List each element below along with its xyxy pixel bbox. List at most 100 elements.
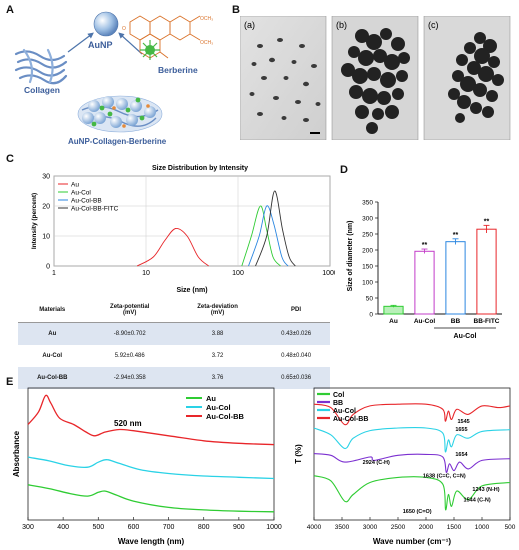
tem-label-b: (b) [336, 20, 347, 30]
arrow-collagen-icon [67, 32, 94, 53]
chart-f-xtick: 1000 [475, 524, 490, 531]
chart-d-bar [445, 241, 466, 315]
chart-e-series-line [27, 456, 275, 480]
chart-e-xtick: 900 [233, 524, 245, 531]
panel-letter-d: D [340, 164, 348, 176]
chart-f-xtick: 500 [505, 524, 516, 531]
svg-text:OCH₃: OCH₃ [200, 16, 213, 22]
chart-d-bar [414, 250, 435, 315]
chart-c-ylabel: Intensity (percent) [31, 193, 38, 249]
tem-image-a: (a) [240, 16, 327, 140]
cell-pdi: 0.48±0.040 [281, 353, 312, 359]
chart-c-frame [53, 175, 331, 267]
chart-f-annotation: 1545 [457, 419, 469, 425]
th-zeta-potential: Zeta-potential (mV) [86, 298, 173, 323]
chart-f-annotation: 1650 (C=O) [403, 509, 432, 515]
arrow-berberine-icon [118, 32, 143, 55]
chart-c-legend-label: Au-Col-BB [71, 197, 102, 204]
chart-d-ytick: 0 [369, 312, 373, 319]
chart-f-xtick: 3500 [335, 524, 350, 531]
table-row: Au-Col 5.92±0.486 3.72 0.48±0.040 [18, 345, 330, 367]
cell-pdi: 0.65±0.036 [262, 367, 330, 389]
zeta-table-header: Materials Zeta-potential (mV) Zeta-deviat… [18, 298, 330, 323]
chart-f-series-line [313, 475, 511, 511]
berberine-molecule-icon: OCH₃ OCH₃ O [122, 15, 213, 59]
aunp-sphere [93, 11, 119, 37]
chart-f-legend-label: BB [333, 400, 343, 407]
cell-deviation: 3.76 [172, 367, 263, 389]
chart-d-ytick: 50 [366, 296, 374, 303]
chart-e-ylabel: Absorbance [12, 430, 21, 477]
chart-f-legend-label: Au-Col [333, 408, 356, 415]
chart-f-xtick: 3000 [363, 524, 378, 531]
chart-e-legend-label: Au [206, 394, 216, 403]
chart-e-xtick: 600 [128, 524, 140, 531]
cell-deviation: 3.72 [211, 353, 224, 359]
tem-label-a: (a) [244, 20, 255, 30]
cell-material: Au-Col-BB [18, 367, 87, 389]
chart-d-ytick: 150 [362, 264, 373, 271]
table-row: Au -8.90±0.702 3.88 0.43±0.026 [18, 322, 330, 345]
chart-f-ylabel: T (%) [294, 444, 303, 464]
chart-c-ytick: 30 [42, 174, 50, 181]
chart-e-frame [27, 387, 275, 521]
chart-c-ytick: 20 [42, 204, 50, 211]
chart-d-ylabel: Size of diameter (nm) [347, 221, 354, 292]
chart-d-category-label: Au-Col [414, 318, 435, 325]
chart-c-ytick: 0 [46, 264, 50, 271]
chart-d-significance: ** [422, 242, 428, 249]
chart-c-xtick: 1 [52, 270, 56, 277]
chart-f-annotation: 1544 (C-N) [464, 497, 491, 503]
chart-c-title: Size Distribution by Intensity [152, 165, 248, 172]
chart-c-xtick: 100 [232, 270, 244, 277]
chart-e-xlabel: Wave length (nm) [118, 537, 185, 546]
chart-c-series-line [255, 190, 296, 267]
chart-e-xtick: 700 [163, 524, 175, 531]
th-pdi: PDI [262, 298, 330, 323]
tem-label-c: (c) [428, 20, 439, 30]
chart-e-xtick: 800 [198, 524, 210, 531]
aunp-label: AuNP [88, 40, 113, 50]
chart-d-bar [476, 228, 497, 315]
complex-cluster-icon [77, 95, 163, 133]
berberine-label: Berberine [158, 65, 198, 75]
chart-d-ytick: 100 [362, 280, 373, 287]
chart-c-ytick: 10 [42, 234, 50, 241]
cell-material: Au-Col [42, 353, 63, 359]
chart-c-size-distribution: Size Distribution by Intensity 1 10 100 100… [31, 165, 335, 294]
chart-f-xtick: 2500 [391, 524, 406, 531]
tem-image-c: (c) [423, 16, 511, 140]
cell-potential: -8.90±0.702 [86, 322, 173, 345]
chart-e-xtick: 500 [92, 524, 104, 531]
chart-e-xtick: 300 [22, 524, 34, 531]
chart-d-diameter: 0 50 100 150 200 250 300 350 Au ** Au-Col ** BB ** BB… [347, 200, 502, 340]
th-materials: Materials [18, 298, 87, 323]
cell-pdi: 0.43±0.026 [262, 322, 330, 345]
table-row: Au-Col-BB -2.94±0.358 3.76 0.65±0.036 [18, 367, 330, 389]
chart-e-series-line [27, 484, 275, 513]
panel-letter-c: C [6, 153, 14, 165]
chart-e-legend-label: Au-Col-BB [206, 412, 244, 421]
chart-d-ytick: 300 [362, 216, 373, 223]
chart-e-xtick: 400 [57, 524, 69, 531]
chart-d-category-label: Au [389, 318, 398, 325]
chart-f-xtick: 2000 [419, 524, 434, 531]
chart-f-annotation: 2924 (C-H) [363, 460, 390, 466]
chart-e-xtick: 1000 [266, 524, 282, 531]
chart-f-xlabel: Wave number (cm⁻¹) [373, 537, 451, 546]
chart-d-category-label: BB-FITC [474, 318, 500, 325]
svg-text:OCH₃: OCH₃ [200, 40, 213, 46]
chart-d-group-label: Au-Col [454, 333, 477, 340]
chart-e-series-line [27, 394, 275, 446]
chart-f-annotation: 1655 [455, 427, 467, 433]
chart-d-ytick: 200 [362, 248, 373, 255]
chart-f-ftir: 4000 3500 3000 2500 2000 1500 1000 500 ColBBAu-… [294, 387, 516, 546]
chart-c-legend-label: Au-Col-BB-FITC [71, 205, 119, 212]
tem-image-b: (b) [331, 16, 419, 140]
panel-letter-a: A [6, 4, 14, 16]
chart-d-ytick: 350 [362, 200, 373, 207]
collagen-fibers-icon [14, 48, 68, 85]
chart-e-annotation: 520 nm [114, 419, 142, 428]
chart-f-annotation: 1243 (N-H) [472, 487, 499, 493]
zeta-table: Materials Zeta-potential (mV) Zeta-deviat… [18, 298, 330, 389]
